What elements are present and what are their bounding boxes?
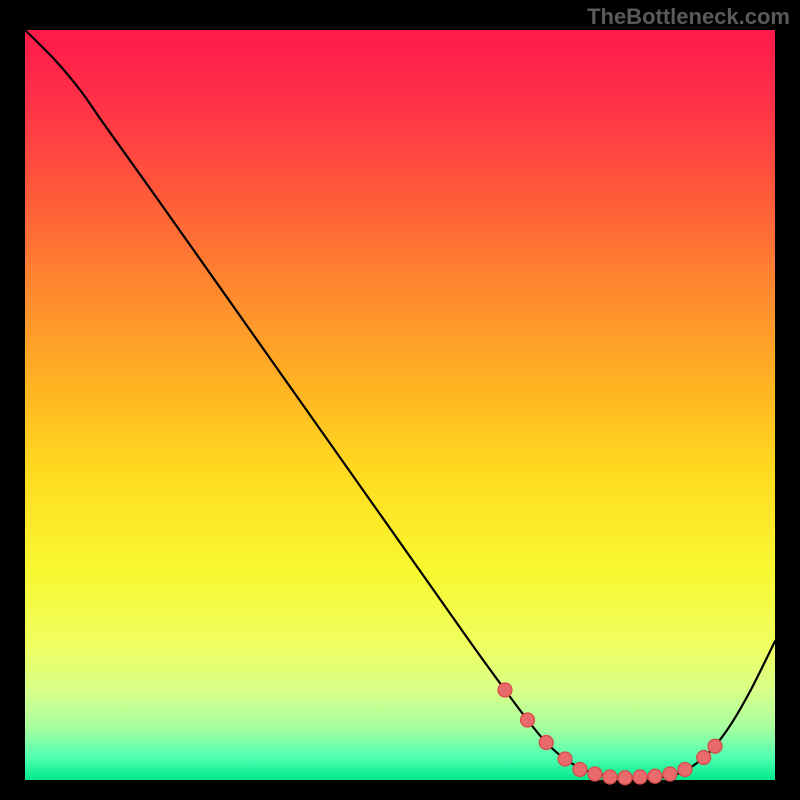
curve-marker bbox=[648, 769, 662, 783]
chart-svg bbox=[0, 0, 800, 800]
curve-marker bbox=[708, 739, 722, 753]
curve-marker bbox=[603, 770, 617, 784]
curve-marker bbox=[573, 763, 587, 777]
curve-marker bbox=[663, 767, 677, 781]
curve-marker bbox=[521, 713, 535, 727]
curve-marker bbox=[498, 683, 512, 697]
curve-marker bbox=[678, 763, 692, 777]
curve-marker bbox=[697, 751, 711, 765]
curve-marker bbox=[558, 752, 572, 766]
curve-marker bbox=[588, 767, 602, 781]
plot-background bbox=[25, 30, 775, 780]
attribution-text: TheBottleneck.com bbox=[587, 4, 790, 30]
curve-marker bbox=[539, 736, 553, 750]
curve-marker bbox=[633, 770, 647, 784]
chart-container: TheBottleneck.com bbox=[0, 0, 800, 800]
curve-marker bbox=[618, 771, 632, 785]
